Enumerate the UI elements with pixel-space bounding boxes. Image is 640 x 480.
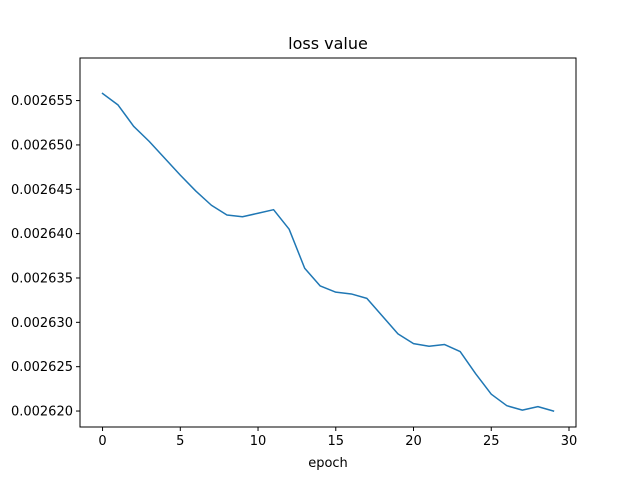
y-tick-label: 0.002645 — [11, 183, 73, 198]
x-tick-label: 20 — [405, 434, 422, 449]
x-tick-label: 15 — [328, 434, 345, 449]
y-tick-label: 0.002630 — [11, 316, 73, 331]
x-tick-label: 25 — [483, 434, 500, 449]
x-tick-label: 5 — [176, 434, 184, 449]
y-tick-label: 0.002620 — [11, 405, 73, 420]
y-tick-label: 0.002650 — [11, 138, 73, 153]
x-axis-label: epoch — [308, 456, 348, 471]
y-tick-label: 0.002640 — [11, 227, 73, 242]
y-tick-label: 0.002655 — [11, 94, 73, 109]
series-line — [101, 92, 555, 412]
plot-area — [79, 57, 577, 428]
y-tick-label: 0.002635 — [11, 271, 73, 286]
y-axis: 0.002620 0.002625 0.002630 0.002635 0.002640… — [11, 94, 80, 420]
x-axis: 0 5 10 15 20 25 30 — [98, 427, 577, 449]
y-tick-label: 0.002625 — [11, 360, 73, 375]
x-tick-label: 0 — [98, 434, 106, 449]
series-layer — [101, 92, 555, 412]
chart-title: loss value — [288, 34, 368, 53]
x-tick-label: 10 — [250, 434, 267, 449]
x-tick-label: 30 — [561, 434, 578, 449]
axes-frame — [79, 57, 577, 428]
